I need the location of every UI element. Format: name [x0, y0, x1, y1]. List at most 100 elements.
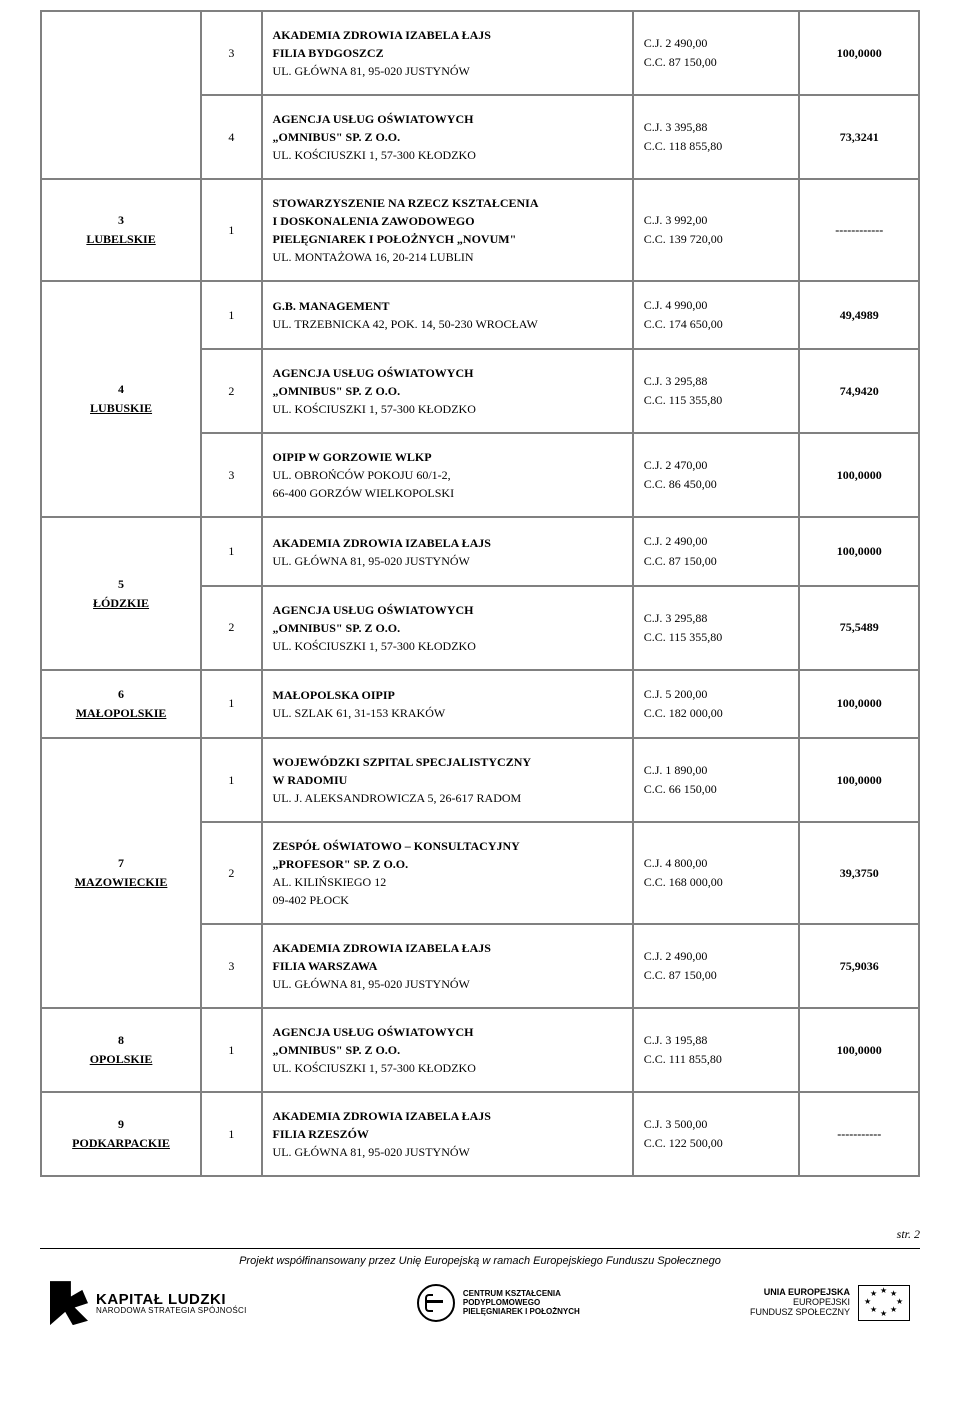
description-cell: AKADEMIA ZDROWIA IZABELA ŁAJSFILIA RZESZ… [262, 1092, 633, 1176]
values-cell: C.J. 3 992,00C.C. 139 720,00 [633, 179, 800, 281]
region-name: ŁÓDZKIE [93, 596, 149, 610]
desc-bold-line: FILIA RZESZÓW [273, 1125, 622, 1143]
score-cell: 39,3750 [799, 822, 919, 924]
description-cell: AKADEMIA ZDROWIA IZABELA ŁAJSFILIA WARSZ… [262, 924, 633, 1008]
description-cell: STOWARZYSZENIE NA RZECZ KSZTAŁCENIAI DOS… [262, 179, 633, 281]
description-cell: ZESPÓŁ OŚWIATOWO – KONSULTACYJNY„PROFESO… [262, 822, 633, 924]
table-row: 7MAZOWIECKIE1WOJEWÓDZKI SZPITAL SPECJALI… [41, 738, 919, 822]
region-cell: 6MAŁOPOLSKIE [41, 670, 201, 738]
cc-value: C.C. 86 450,00 [644, 475, 789, 494]
desc-addr-line: AL. KILIŃSKIEGO 12 [273, 873, 622, 891]
description-cell: OIPIP W GORZOWIE WLKPUL. OBROŃCÓW POKOJU… [262, 433, 633, 517]
description-cell: G.B. MANAGEMENTUL. TRZEBNICKA 42, POK. 1… [262, 281, 633, 349]
values-cell: C.J. 3 295,88C.C. 115 355,80 [633, 586, 800, 670]
desc-addr-line: UL. OBROŃCÓW POKOJU 60/1-2, [273, 466, 622, 484]
cc-value: C.C. 87 150,00 [644, 53, 789, 72]
desc-addr-line: UL. GŁÓWNA 81, 95-020 JUSTYNÓW [273, 552, 622, 570]
cc-value: C.C. 139 720,00 [644, 230, 789, 249]
region-cell: 3LUBELSKIE [41, 179, 201, 281]
desc-bold-line: AGENCJA USŁUG OŚWIATOWYCH [273, 364, 622, 382]
table-row: 9PODKARPACKIE1AKADEMIA ZDROWIA IZABELA Ł… [41, 1092, 919, 1176]
desc-bold-line: „OMNIBUS" SP. Z O.O. [273, 128, 622, 146]
table-row: 5ŁÓDZKIE1AKADEMIA ZDROWIA IZABELA ŁAJSUL… [41, 517, 919, 585]
score-cell: 100,0000 [799, 738, 919, 822]
page: 3 AKADEMIA ZDROWIA IZABELA ŁAJSFILIA BYDG… [0, 0, 960, 1345]
cofund-text: Projekt współfinansowany przez Unię Euro… [40, 1255, 920, 1267]
description-cell: WOJEWÓDZKI SZPITAL SPECJALISTYCZNYW RADO… [262, 738, 633, 822]
values-cell: C.J. 1 890,00C.C. 66 150,00 [633, 738, 800, 822]
cj-value: C.J. 3 195,88 [644, 1031, 789, 1050]
desc-bold-line: AKADEMIA ZDROWIA IZABELA ŁAJS [273, 534, 622, 552]
row-index: 2 [201, 822, 261, 924]
logo-ckppip: CENTRUM KSZTAŁCENIA PODYPLOMOWEGO PIELĘG… [417, 1284, 580, 1322]
cj-value: C.J. 4 800,00 [644, 854, 789, 873]
row-index: 3 [201, 433, 261, 517]
region-number: 9 [52, 1117, 190, 1132]
region-name: MAŁOPOLSKIE [76, 706, 167, 720]
logo-kapital-ludzki: KAPITAŁ LUDZKI NARODOWA STRATEGIA SPÓJNO… [50, 1281, 247, 1325]
desc-bold-line: I DOSKONALENIA ZAWODOWEGO [273, 212, 622, 230]
description-cell: AGENCJA USŁUG OŚWIATOWYCH„OMNIBUS" SP. Z… [262, 1008, 633, 1092]
cc-value: C.C. 122 500,00 [644, 1134, 789, 1153]
values-cell: C.J. 4 800,00C.C. 168 000,00 [633, 822, 800, 924]
eu-flag-icon: ★ ★ ★ ★ ★ ★ ★ ★ [858, 1285, 910, 1321]
table-row: 3LUBELSKIE1STOWARZYSZENIE NA RZECZ KSZTA… [41, 179, 919, 281]
logo-unia-europejska: UNIA EUROPEJSKA EUROPEJSKI FUNDUSZ SPOŁE… [750, 1285, 910, 1321]
values-cell: C.J. 3 395,88C.C. 118 855,80 [633, 95, 800, 179]
desc-bold-line: FILIA WARSZAWA [273, 957, 622, 975]
table-row: 3AKADEMIA ZDROWIA IZABELA ŁAJSFILIA BYDG… [41, 11, 919, 95]
ck-icon [417, 1284, 455, 1322]
cj-value: C.J. 2 470,00 [644, 456, 789, 475]
desc-bold-line: G.B. MANAGEMENT [273, 297, 622, 315]
values-cell: C.J. 3 195,88C.C. 111 855,80 [633, 1008, 800, 1092]
region-name: PODKARPACKIE [72, 1136, 170, 1150]
table-row: 8OPOLSKIE1AGENCJA USŁUG OŚWIATOWYCH„OMNI… [41, 1008, 919, 1092]
region-number: 8 [52, 1033, 190, 1048]
region-cell: 5ŁÓDZKIE [41, 517, 201, 669]
cj-value: C.J. 3 395,88 [644, 118, 789, 137]
score-cell: 100,0000 [799, 670, 919, 738]
ue-line3: FUNDUSZ SPOŁECZNY [750, 1308, 850, 1318]
desc-addr-line: UL. MONTAŻOWA 16, 20-214 LUBLIN [273, 248, 622, 266]
row-index: 1 [201, 738, 261, 822]
score-cell: 100,0000 [799, 1008, 919, 1092]
desc-bold-line: OIPIP W GORZOWIE WLKP [273, 448, 622, 466]
desc-addr-line: UL. KOŚCIUSZKI 1, 57-300 KŁODZKO [273, 637, 622, 655]
cc-value: C.C. 182 000,00 [644, 704, 789, 723]
values-cell: C.J. 4 990,00C.C. 174 650,00 [633, 281, 800, 349]
region-cell: 7MAZOWIECKIE [41, 738, 201, 1008]
region-cell [41, 11, 201, 179]
desc-bold-line: AKADEMIA ZDROWIA IZABELA ŁAJS [273, 939, 622, 957]
cj-value: C.J. 3 500,00 [644, 1115, 789, 1134]
desc-bold-line: „PROFESOR" SP. Z O.O. [273, 855, 622, 873]
score-cell: 100,0000 [799, 517, 919, 585]
score-cell: 73,3241 [799, 95, 919, 179]
row-index: 2 [201, 349, 261, 433]
score-cell: 100,0000 [799, 11, 919, 95]
description-cell: AGENCJA USŁUG OŚWIATOWYCH„OMNIBUS" SP. Z… [262, 95, 633, 179]
page-number: str. 2 [40, 1227, 920, 1242]
values-cell: C.J. 2 490,00C.C. 87 150,00 [633, 517, 800, 585]
kl-title: KAPITAŁ LUDZKI [96, 1292, 247, 1307]
description-cell: AKADEMIA ZDROWIA IZABELA ŁAJSFILIA BYDGO… [262, 11, 633, 95]
desc-addr-line: UL. GŁÓWNA 81, 95-020 JUSTYNÓW [273, 1143, 622, 1161]
logo-row: KAPITAŁ LUDZKI NARODOWA STRATEGIA SPÓJNO… [40, 1281, 920, 1325]
desc-addr-line: 09-402 PŁOCK [273, 891, 622, 909]
region-cell: 9 PODKARPACKIE [41, 1092, 201, 1176]
ck-line3: PIELĘGNIAREK I POŁOŻNYCH [463, 1308, 580, 1317]
desc-bold-line: WOJEWÓDZKI SZPITAL SPECJALISTYCZNY [273, 753, 622, 771]
table-row: 6MAŁOPOLSKIE1MAŁOPOLSKA OIPIPUL. SZLAK 6… [41, 670, 919, 738]
desc-addr-line: UL. KOŚCIUSZKI 1, 57-300 KŁODZKO [273, 146, 622, 164]
kl-icon [50, 1281, 88, 1325]
desc-addr-line: UL. SZLAK 61, 31-153 KRAKÓW [273, 704, 622, 722]
cc-value: C.C. 115 355,80 [644, 628, 789, 647]
score-cell: ----------- [799, 1092, 919, 1176]
row-index: 1 [201, 517, 261, 585]
values-cell: C.J. 2 490,00C.C. 87 150,00 [633, 11, 800, 95]
description-cell: MAŁOPOLSKA OIPIPUL. SZLAK 61, 31-153 KRA… [262, 670, 633, 738]
desc-bold-line: W RADOMIU [273, 771, 622, 789]
cc-value: C.C. 87 150,00 [644, 966, 789, 985]
desc-addr-line: UL. KOŚCIUSZKI 1, 57-300 KŁODZKO [273, 400, 622, 418]
cj-value: C.J. 2 490,00 [644, 34, 789, 53]
row-index: 1 [201, 670, 261, 738]
